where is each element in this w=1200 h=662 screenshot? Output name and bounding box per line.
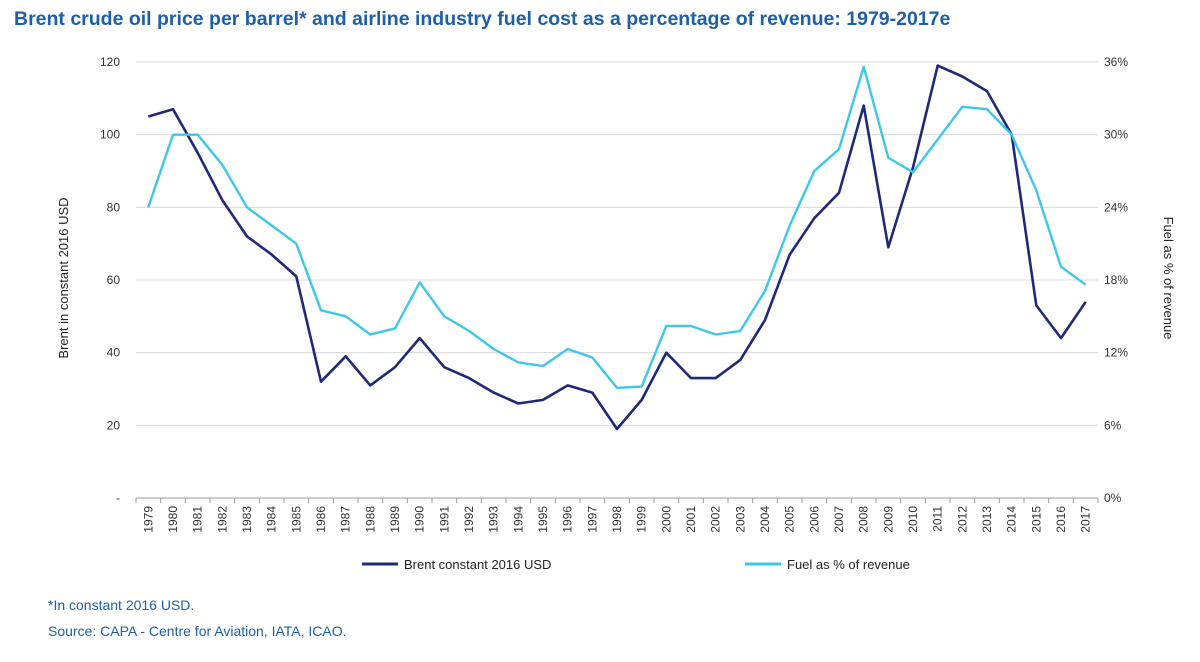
source-note: Source: CAPA - Centre for Aviation, IATA… [48, 623, 347, 639]
left-tick-label: 20 [107, 418, 121, 432]
x-tick-label: 2001 [684, 506, 698, 533]
gridlines [136, 61, 1098, 426]
x-tick-label: 2016 [1054, 506, 1068, 533]
x-tick-label: 2002 [709, 506, 723, 533]
x-tick-label: 2009 [881, 506, 895, 533]
right-tick-label: 24% [1104, 200, 1128, 214]
x-tick-label: 1987 [339, 506, 353, 533]
x-tick-label: 2010 [906, 506, 920, 533]
x-tick-label: 2017 [1079, 506, 1093, 533]
x-tick-label: 1988 [363, 506, 377, 533]
chart-area: 1979 1980 1981 1982 1983 1984 1985 1986 1987 1988… [56, 55, 1176, 572]
x-tick-label: 1985 [289, 506, 303, 533]
x-tick-label: 1990 [413, 506, 427, 533]
x-tick-label: 1984 [265, 506, 279, 533]
x-tick-label: 1998 [610, 506, 624, 533]
right-tick-label: 0% [1104, 491, 1122, 505]
x-tick-label: 2011 [931, 506, 945, 532]
x-tick-label: 1996 [561, 506, 575, 533]
x-tick-label: 1991 [437, 506, 451, 533]
legend-label-brent: Brent constant 2016 USD [404, 557, 551, 572]
x-tick-label: 1983 [240, 506, 254, 533]
footnote: *In constant 2016 USD. [48, 597, 195, 613]
x-tick-label: 1997 [585, 506, 599, 533]
left-tick-label: 60 [107, 273, 121, 287]
right-tick-label: 36% [1104, 55, 1128, 69]
x-tick-label: 2014 [1005, 506, 1019, 533]
x-tick-label: 1986 [314, 506, 328, 533]
left-tick-label: 40 [107, 346, 121, 360]
x-tick-label: 1995 [536, 506, 550, 533]
x-tick-label: 1981 [191, 506, 205, 533]
x-tick-label: 2006 [807, 506, 821, 533]
x-tick-label: 1989 [388, 506, 402, 533]
right-tick-label: 30% [1104, 128, 1128, 142]
right-y-axis: 0% 6% 12% 18% 24% 30% 36% [1104, 55, 1128, 505]
x-tick-label: 1979 [141, 506, 155, 533]
x-tick-label: 2013 [980, 506, 994, 533]
left-tick-label: - [116, 491, 120, 505]
right-tick-label: 12% [1104, 346, 1128, 360]
series-lines [147, 64, 1087, 431]
x-tick-label: 2012 [955, 506, 969, 533]
x-tick-label: 2005 [783, 506, 797, 533]
legend-label-fuel: Fuel as % of revenue [787, 557, 910, 572]
left-tick-label: 80 [107, 200, 121, 214]
x-tick-label: 1982 [215, 506, 229, 533]
right-tick-label: 18% [1104, 273, 1128, 287]
x-tick-label: 2007 [832, 506, 846, 533]
right-tick-label: 6% [1104, 418, 1122, 432]
x-tick-label: 1992 [462, 506, 476, 533]
chart-title: Brent crude oil price per barrel* and ai… [14, 8, 951, 30]
x-tick-label: 1980 [166, 506, 180, 533]
left-y-axis: - 20 40 60 80 100 120 [100, 55, 120, 505]
x-tick-label: 2004 [758, 506, 772, 533]
legend: Brent constant 2016 USD Fuel as % of rev… [362, 557, 910, 572]
x-tick-label: 2008 [857, 506, 871, 533]
left-axis-label: Brent in constant 2016 USD [56, 197, 71, 358]
x-tick-label: 1993 [487, 506, 501, 533]
x-tick-label: 2003 [733, 506, 747, 533]
series-line-fuel [147, 65, 1087, 389]
x-tick-label: 2000 [659, 506, 673, 533]
left-tick-label: 120 [100, 55, 120, 69]
x-axis: 1979 1980 1981 1982 1983 1984 1985 1986 1987 1988… [135, 497, 1099, 533]
x-tick-label: 2015 [1029, 506, 1043, 533]
right-axis-label: Fuel as % of revenue [1161, 217, 1176, 340]
series-line-brent [147, 64, 1087, 431]
left-tick-label: 100 [100, 128, 120, 142]
x-tick-label: 1994 [511, 506, 525, 533]
x-tick-label: 1999 [635, 506, 649, 533]
